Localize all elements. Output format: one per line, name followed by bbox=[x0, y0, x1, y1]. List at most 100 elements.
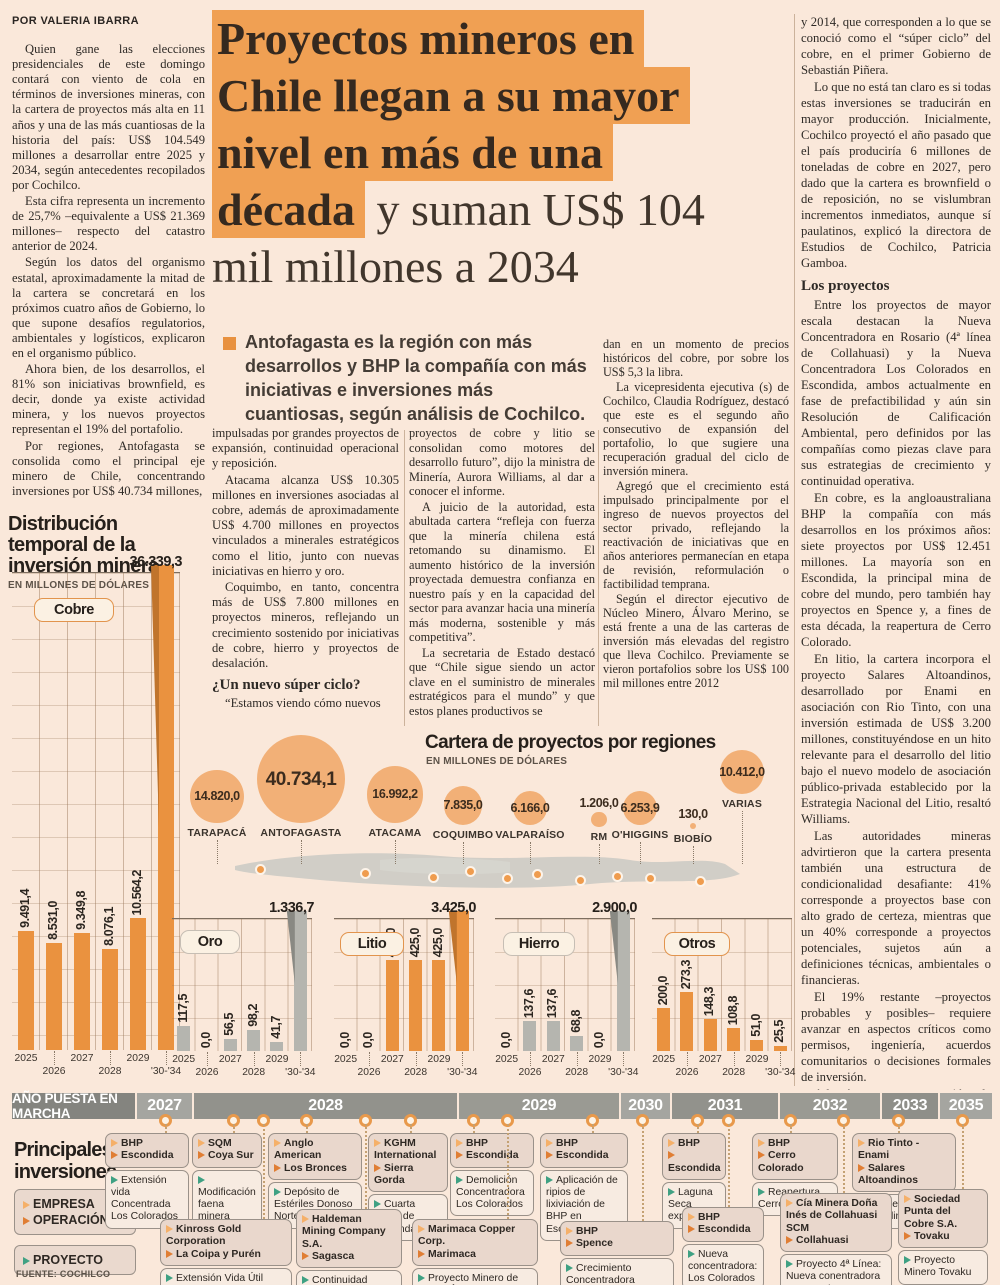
paragraph: Además, una gran porción de estos desarr… bbox=[801, 1086, 991, 1090]
empresa-arrow-icon bbox=[302, 1215, 309, 1223]
bar-value-label: 8.531,0 bbox=[46, 901, 60, 940]
card-connector bbox=[697, 1124, 699, 1133]
axis-year-label: 2026 bbox=[357, 1067, 381, 1078]
region-bubble-COQUIMBO bbox=[443, 786, 483, 825]
operacion-arrow-icon bbox=[546, 1151, 553, 1160]
bar-2025 bbox=[18, 931, 34, 1050]
axis-tick bbox=[110, 1051, 111, 1065]
axis-year-label: '30-'34 bbox=[765, 1067, 796, 1078]
empresa-arrow-icon bbox=[904, 1195, 911, 1203]
proyecto-arrow-icon bbox=[302, 1276, 309, 1285]
proyecto-arrow-icon bbox=[166, 1273, 173, 1282]
empresa-arrow-icon bbox=[668, 1139, 675, 1147]
map-project-dot bbox=[575, 875, 586, 886]
operation-name: Collahuasi bbox=[796, 1234, 849, 1246]
paragraph: Entre los proyectos de mayor escala dest… bbox=[801, 298, 991, 488]
axis-year-label: 2026 bbox=[675, 1067, 699, 1078]
region-value: 130,0 bbox=[678, 807, 708, 821]
column-rule bbox=[404, 430, 405, 726]
card-connector bbox=[790, 1124, 792, 1133]
operation-name: Tovaku bbox=[914, 1230, 950, 1242]
bar-2029 bbox=[130, 918, 146, 1050]
map-project-dot bbox=[360, 868, 371, 879]
region-connector bbox=[395, 840, 396, 864]
legend-empresa: EMPRESA bbox=[23, 1197, 127, 1211]
axis-year-label: '30-'34 bbox=[608, 1067, 639, 1078]
empresa-arrow-icon bbox=[198, 1139, 205, 1147]
project-name: Depósito de Estériles Donoso Norte bbox=[274, 1186, 353, 1223]
operation-name: Marimaca bbox=[428, 1248, 476, 1260]
axis-year-label: 2028 bbox=[242, 1067, 266, 1078]
map-project-dot bbox=[255, 864, 266, 875]
bar-value-label: 9.491,4 bbox=[18, 889, 32, 928]
article-column-2: impulsadas por grandes proyectos de expa… bbox=[212, 426, 399, 728]
timeline-card: BHP Escondida Nueva concentradora: Los Col… bbox=[682, 1207, 764, 1285]
empresa-arrow-icon bbox=[566, 1227, 573, 1235]
region-value: 10.412,0 bbox=[719, 764, 765, 779]
region-name: VARIAS bbox=[721, 798, 763, 810]
headline-line: década y suman US$ 104 bbox=[212, 181, 797, 238]
card-project-box: Aplicación de ripios de lixiviación de B… bbox=[540, 1169, 628, 1242]
company-name: SQM bbox=[208, 1138, 232, 1149]
bar-2026 bbox=[523, 1021, 537, 1051]
column-rule bbox=[794, 14, 795, 1086]
operation-name: Spence bbox=[576, 1238, 613, 1250]
paragraph: impulsadas por grandes proyectos de expa… bbox=[212, 426, 399, 471]
empresa-arrow-icon bbox=[374, 1139, 381, 1147]
region-connector bbox=[693, 846, 694, 864]
proyecto-arrow-icon bbox=[566, 1263, 573, 1272]
headline-line: Chile llegan a su mayor bbox=[212, 67, 797, 124]
operacion-arrow-icon bbox=[688, 1225, 695, 1234]
bar-2028 bbox=[570, 1036, 584, 1051]
company-name: Sociedad Punta del Cobre S.A. bbox=[904, 1194, 961, 1230]
bar-'30-'34 bbox=[158, 565, 174, 1050]
axis-year-label: '30-'34 bbox=[285, 1067, 316, 1078]
axis-year-label: 2025 bbox=[652, 1054, 676, 1065]
region-connector bbox=[530, 842, 531, 864]
operacion-arrow-icon bbox=[904, 1231, 911, 1240]
axis-year-label: '30-'34 bbox=[447, 1067, 478, 1078]
chart-oro: 117,5 0,0 56,5 98,2 41,7 Oro 2025 2026 2027 202… bbox=[172, 898, 315, 1086]
bar-value-label: 137,6 bbox=[545, 988, 560, 1018]
paragraph: En cobre, es la angloaustraliana BHP la … bbox=[801, 491, 991, 649]
operacion-arrow-icon bbox=[668, 1151, 675, 1160]
bar-value-label: 137,6 bbox=[521, 988, 536, 1018]
region-connector bbox=[301, 840, 302, 864]
empresa-arrow-icon bbox=[786, 1199, 793, 1207]
bar-'30-'34 bbox=[773, 1046, 787, 1051]
card-project-box: Proyecto Minero de Cobre Óxidos Marimaca bbox=[412, 1267, 538, 1285]
project-name: Extensión vida Concentrada Los Colorados bbox=[111, 1174, 179, 1223]
bar-2026 bbox=[46, 943, 62, 1050]
axis-tick bbox=[54, 1051, 55, 1065]
region-name: VALPARAÍSO bbox=[495, 829, 565, 841]
company-name: Kinross Gold Corporation bbox=[166, 1224, 242, 1248]
bar-value-label: 0,0 bbox=[198, 1031, 213, 1048]
region-bubble-ANTOFAGASTA bbox=[257, 735, 345, 823]
chart-units: EN MILLONES DE DÓLARES bbox=[8, 580, 184, 591]
paragraph: “Estamos viendo cómo nuevos bbox=[225, 696, 381, 711]
bar-value-label: 98,2 bbox=[245, 1004, 260, 1027]
empresa-arrow-icon bbox=[688, 1213, 695, 1221]
bullet-square bbox=[223, 337, 236, 350]
map-project-dot bbox=[502, 873, 513, 884]
series-tag: Otros bbox=[664, 932, 730, 956]
legend-operacion: OPERACIÓN bbox=[23, 1213, 127, 1227]
timeline-card: Sociedad Punta del Cobre S.A. Tovaku Proye… bbox=[898, 1189, 988, 1285]
timeline-card: Cía Minera Doña Inés de Collahuasi SCM Co… bbox=[780, 1193, 892, 1285]
map-project-dot bbox=[465, 866, 476, 877]
chart-title: Distribución temporal de la inversión mi… bbox=[8, 513, 159, 577]
axis-year-label: 2026 bbox=[195, 1067, 219, 1078]
region-value: 6.253,9 bbox=[620, 800, 660, 815]
bar-2025 bbox=[657, 1008, 671, 1051]
axis-tick bbox=[206, 1052, 208, 1066]
proyecto-arrow-icon bbox=[23, 1257, 30, 1265]
company-name: BHP bbox=[121, 1138, 143, 1149]
proyecto-arrow-icon bbox=[786, 1260, 793, 1269]
card-company-box: BHP Cerro Colorado bbox=[752, 1133, 838, 1180]
bar-value-label: 273,3 bbox=[678, 959, 693, 989]
card-company-box: BHP Escondida bbox=[540, 1133, 628, 1168]
card-connector bbox=[642, 1124, 644, 1221]
operation-name: Escondida bbox=[466, 1150, 519, 1162]
empresa-arrow-icon bbox=[418, 1225, 425, 1233]
